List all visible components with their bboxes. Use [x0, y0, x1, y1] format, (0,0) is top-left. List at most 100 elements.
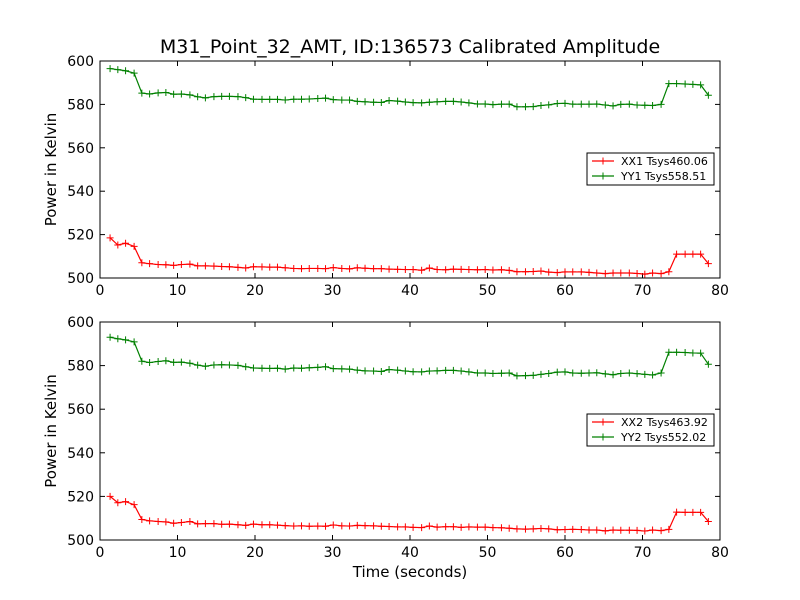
data-point	[569, 268, 577, 276]
data-point	[609, 102, 617, 110]
data-point	[513, 103, 521, 111]
data-point	[633, 269, 641, 277]
data-point	[146, 359, 154, 367]
data-point	[689, 349, 697, 357]
data-point	[242, 521, 250, 529]
data-point	[585, 526, 593, 534]
data-point	[122, 67, 130, 75]
data-point	[489, 369, 497, 377]
data-point	[218, 262, 226, 270]
data-point	[314, 264, 322, 272]
data-point	[114, 335, 122, 343]
data-point	[473, 100, 481, 108]
data-point	[697, 250, 705, 258]
data-point	[489, 266, 497, 274]
data-point	[258, 95, 266, 103]
data-point	[338, 365, 346, 373]
x-axis-label: Time (seconds)	[352, 563, 468, 581]
data-point	[465, 99, 473, 107]
data-point	[609, 526, 617, 534]
data-point	[329, 264, 337, 272]
data-point	[473, 523, 481, 531]
y-tick-label: 580	[67, 97, 94, 113]
data-point	[673, 250, 681, 258]
data-point	[585, 268, 593, 276]
data-point	[298, 95, 305, 103]
data-point	[154, 89, 162, 97]
data-point	[425, 522, 433, 530]
data-point	[585, 100, 593, 108]
legend-entry: XX1 Tsys460.06	[621, 155, 708, 168]
data-point	[290, 364, 298, 372]
data-point	[513, 372, 521, 380]
data-point	[234, 93, 242, 101]
data-point	[505, 524, 513, 532]
data-point	[394, 523, 402, 531]
data-point	[689, 250, 697, 258]
data-point	[593, 369, 601, 377]
data-point	[281, 264, 289, 272]
legend-marker	[599, 433, 607, 441]
data-point	[353, 264, 361, 272]
data-point	[290, 522, 298, 530]
data-point	[266, 521, 274, 529]
data-point	[106, 492, 114, 500]
data-point	[601, 370, 609, 378]
data-point	[194, 262, 202, 270]
data-point	[497, 100, 505, 108]
x-tick-label: 0	[96, 545, 105, 561]
data-point	[225, 520, 233, 528]
data-point	[418, 99, 426, 107]
data-point	[593, 269, 601, 277]
data-point	[561, 268, 569, 276]
y-tick-label: 500	[67, 533, 94, 549]
data-point	[633, 526, 641, 534]
data-point	[601, 270, 609, 278]
series-line	[109, 237, 709, 275]
data-point	[353, 521, 361, 529]
data-point	[385, 96, 393, 104]
data-point	[641, 270, 649, 278]
data-point	[170, 90, 178, 98]
legend-box	[586, 152, 715, 186]
data-point	[521, 525, 529, 533]
data-point	[314, 522, 322, 530]
x-tick-label: 10	[169, 283, 187, 299]
data-point	[130, 501, 138, 509]
data-point	[617, 526, 625, 534]
data-point	[394, 97, 402, 105]
data-point	[649, 371, 657, 379]
data-point	[649, 101, 657, 109]
data-point	[162, 88, 170, 96]
data-point	[305, 95, 313, 103]
data-point	[553, 269, 561, 277]
data-point	[625, 369, 633, 377]
data-point	[625, 100, 633, 108]
data-point	[329, 521, 337, 529]
data-point	[537, 524, 545, 532]
series-1	[106, 234, 712, 278]
data-point	[322, 522, 330, 530]
y-axis-label: Power in Kelvin	[42, 374, 60, 488]
legend-marker	[599, 157, 607, 165]
data-point	[361, 264, 369, 272]
data-point	[569, 369, 577, 377]
data-point	[449, 366, 457, 374]
data-point	[353, 97, 361, 105]
x-tick-label: 70	[634, 545, 652, 561]
x-tick-label: 10	[169, 545, 187, 561]
data-point	[529, 371, 537, 379]
data-point	[130, 338, 138, 346]
data-point	[505, 100, 513, 108]
data-point	[545, 101, 553, 109]
data-point	[154, 517, 162, 525]
x-tick-label: 60	[556, 283, 574, 299]
data-point	[473, 266, 481, 274]
data-point	[665, 525, 673, 533]
data-point	[418, 524, 426, 532]
y-tick-label: 520	[67, 228, 94, 244]
data-point	[681, 80, 689, 88]
data-point	[273, 95, 281, 103]
data-point	[234, 521, 242, 529]
data-point	[249, 364, 257, 372]
